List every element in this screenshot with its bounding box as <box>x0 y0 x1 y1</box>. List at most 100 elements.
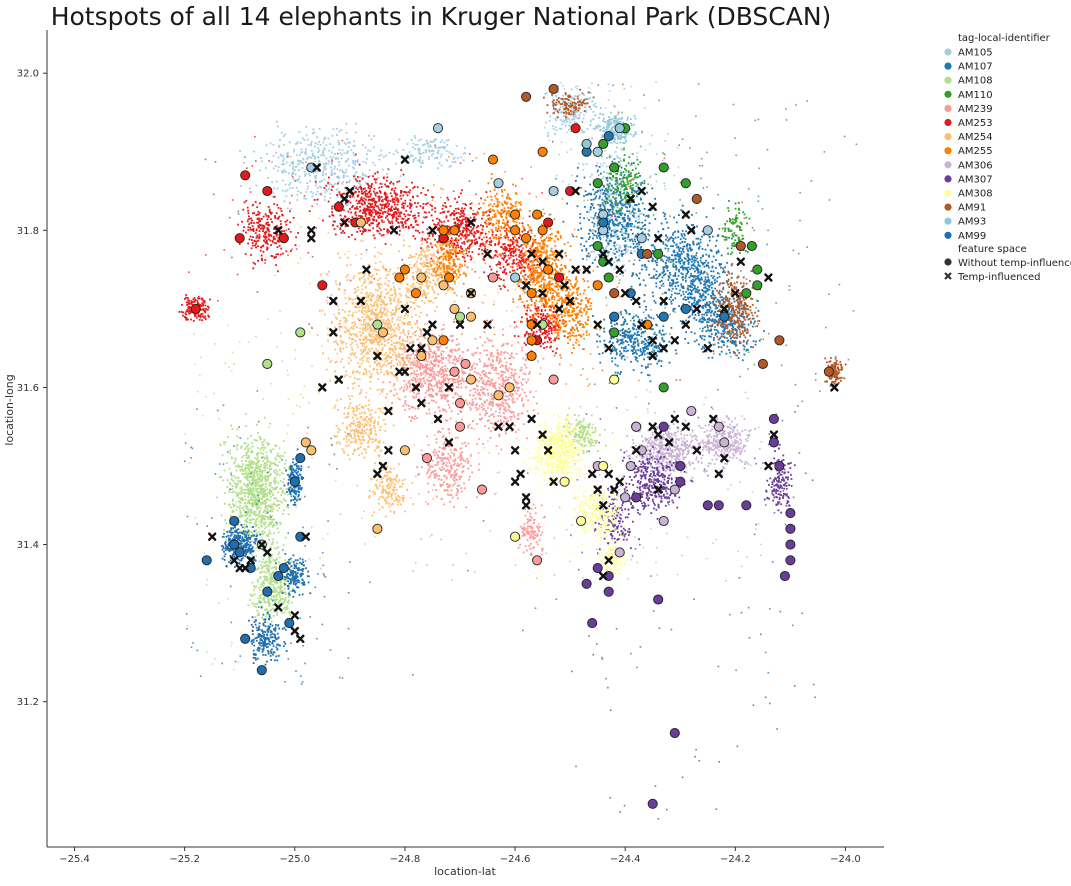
gps-fix <box>434 146 436 149</box>
gps-fix <box>269 579 272 582</box>
gps-fix <box>718 289 721 292</box>
gps-fix <box>336 176 338 178</box>
gps-fix <box>240 507 243 510</box>
gps-fix <box>601 202 604 205</box>
gps-fix <box>197 390 199 393</box>
gps-fix <box>661 272 664 274</box>
gps-fix <box>628 218 631 221</box>
gps-fix <box>583 437 585 440</box>
gps-fix <box>591 250 593 253</box>
gps-fix <box>599 233 601 236</box>
gps-fix <box>591 232 594 235</box>
gps-fix <box>722 326 725 329</box>
gps-fix <box>296 636 298 639</box>
gps-fix <box>266 534 269 536</box>
gps-fix <box>635 192 638 195</box>
gps-fix <box>258 467 260 470</box>
gps-fix <box>561 120 564 123</box>
gps-fix <box>733 322 735 324</box>
gps-fix <box>736 349 739 352</box>
gps-fix <box>585 240 588 243</box>
gps-fix <box>277 491 280 494</box>
gps-fix <box>704 335 706 338</box>
gps-fix <box>732 235 735 238</box>
gps-fix <box>258 506 260 509</box>
gps-fix <box>272 603 275 606</box>
gps-fix <box>689 147 691 149</box>
gps-fix <box>712 277 714 279</box>
gps-fix <box>266 565 269 567</box>
gps-fix <box>287 172 290 175</box>
gps-fix <box>684 277 687 279</box>
gps-fix <box>245 515 248 517</box>
gps-fix <box>638 272 641 275</box>
gps-fix <box>701 317 703 320</box>
gps-fix <box>702 321 704 323</box>
gps-fix <box>430 350 433 353</box>
gps-fix <box>589 438 592 441</box>
gps-fix <box>713 322 716 324</box>
gps-fix <box>436 152 439 155</box>
gps-fix <box>305 161 307 163</box>
gps-fix <box>722 330 725 332</box>
gps-fix <box>633 324 635 327</box>
gps-fix <box>579 222 582 225</box>
gps-fix <box>703 233 705 236</box>
gps-fix <box>624 347 627 350</box>
gps-fix <box>228 482 231 485</box>
gps-fix <box>244 519 247 522</box>
gps-fix <box>259 466 262 468</box>
gps-fix <box>280 494 283 496</box>
gps-fix <box>294 358 296 360</box>
gps-fix <box>663 153 666 155</box>
gps-fix <box>352 144 355 147</box>
gps-fix <box>230 473 232 476</box>
gps-fix <box>608 172 611 175</box>
gps-fix <box>720 346 723 349</box>
gps-fix <box>260 492 263 495</box>
gps-fix <box>592 217 595 220</box>
gps-fix <box>228 366 230 368</box>
gps-fix <box>253 585 255 587</box>
gps-fix <box>282 154 285 157</box>
gps-fix <box>265 579 268 582</box>
gps-fix <box>263 531 266 534</box>
gps-fix <box>338 130 341 133</box>
gps-fix <box>717 342 720 344</box>
gps-fix <box>589 422 591 425</box>
gps-fix <box>626 330 628 333</box>
gps-fix <box>608 239 611 242</box>
gps-fix <box>688 276 691 279</box>
gps-fix <box>263 492 266 494</box>
gps-fix <box>652 348 654 350</box>
gps-fix <box>615 172 617 175</box>
gps-fix <box>345 132 348 134</box>
gps-fix <box>700 321 703 324</box>
gps-fix <box>415 396 417 399</box>
gps-fix <box>665 266 668 268</box>
gps-fix <box>720 266 722 269</box>
gps-fix <box>343 141 346 144</box>
gps-fix <box>317 151 320 153</box>
gps-fix <box>415 349 417 352</box>
gps-fix <box>419 371 422 374</box>
gps-fix <box>637 210 640 212</box>
gps-fix <box>239 530 242 533</box>
gps-fix <box>700 256 702 259</box>
gps-fix <box>746 222 748 225</box>
gps-fix <box>625 224 628 227</box>
gps-fix <box>692 224 695 226</box>
gps-fix <box>674 257 677 260</box>
gps-fix <box>239 437 242 439</box>
gps-fix <box>341 677 344 679</box>
gps-fix <box>640 371 643 374</box>
gps-fix <box>708 304 710 307</box>
gps-fix <box>721 326 724 328</box>
gps-fix <box>666 269 668 272</box>
gps-fix <box>644 223 646 226</box>
gps-fix <box>610 248 612 250</box>
gps-fix <box>351 190 354 192</box>
gps-fix <box>593 193 596 196</box>
gps-fix <box>699 292 701 295</box>
gps-fix <box>580 444 583 447</box>
